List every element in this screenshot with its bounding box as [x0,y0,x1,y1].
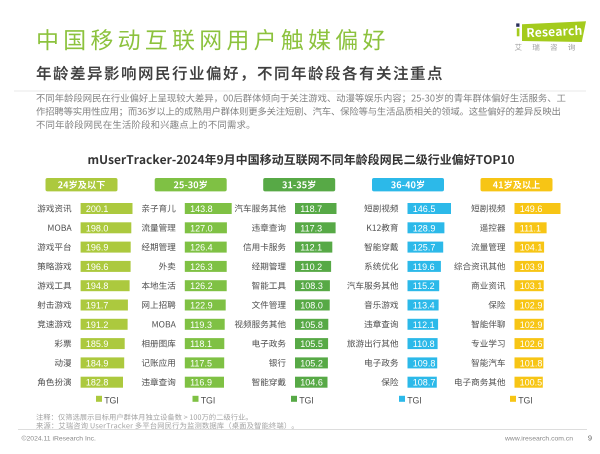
svg-text:102.6: 102.6 [520,339,543,349]
svg-text:104.1: 104.1 [520,243,543,253]
svg-text:126.4: 126.4 [190,243,213,253]
svg-text:104.6: 104.6 [300,378,323,388]
svg-text:112.1: 112.1 [300,243,322,253]
svg-text:103.1: 103.1 [520,281,543,291]
svg-text:126.3: 126.3 [190,262,213,272]
svg-text:128.9: 128.9 [413,223,436,233]
svg-text:102.9: 102.9 [520,320,543,330]
svg-text:TGI: TGI [104,395,119,405]
svg-text:9: 9 [588,434,592,443]
svg-text:143.8: 143.8 [190,204,213,214]
svg-text:110.8: 110.8 [413,339,435,349]
svg-text:100.5: 100.5 [520,378,543,388]
svg-text:TGI: TGI [407,395,422,405]
svg-text:©2024.11 iResearch Inc.: ©2024.11 iResearch Inc. [22,435,97,443]
svg-text:182.8: 182.8 [86,378,109,388]
svg-text:112.1: 112.1 [413,320,435,330]
svg-text:191.2: 191.2 [86,320,109,330]
svg-text:108.0: 108.0 [300,301,323,311]
svg-text:119.3: 119.3 [190,320,212,330]
svg-text:117.3: 117.3 [300,223,322,233]
svg-text:185.9: 185.9 [86,339,109,349]
svg-text:191.7: 191.7 [86,301,109,311]
svg-text:117.5: 117.5 [190,358,212,368]
svg-text:110.2: 110.2 [300,262,322,272]
svg-text:126.2: 126.2 [190,281,213,291]
svg-text:103.9: 103.9 [520,262,543,272]
svg-text:146.5: 146.5 [413,204,436,214]
svg-text:200.1: 200.1 [86,204,109,214]
svg-text:118.7: 118.7 [300,204,322,214]
svg-text:194.8: 194.8 [86,281,109,291]
svg-text:105.5: 105.5 [300,339,323,349]
svg-text:109.8: 109.8 [413,358,436,368]
svg-text:118.1: 118.1 [190,339,212,349]
svg-text:TGI: TGI [518,395,533,405]
svg-text:198.0: 198.0 [86,223,109,233]
svg-text:184.9: 184.9 [86,358,109,368]
svg-text:101.8: 101.8 [520,358,543,368]
svg-text:125.7: 125.7 [413,243,436,253]
svg-text:108.7: 108.7 [413,378,436,388]
svg-text:116.9: 116.9 [190,378,212,388]
svg-text:TGI: TGI [201,395,216,405]
svg-text:www.iresearch.com.cn: www.iresearch.com.cn [504,436,573,443]
svg-text:111.1: 111.1 [520,223,541,233]
svg-text:149.6: 149.6 [520,204,543,214]
svg-text:122.9: 122.9 [190,301,213,311]
svg-text:127.0: 127.0 [190,223,213,233]
svg-text:196.9: 196.9 [86,243,109,253]
svg-text:115.2: 115.2 [413,281,435,291]
svg-text:TGI: TGI [299,395,314,405]
svg-text:119.6: 119.6 [413,262,435,272]
svg-text:105.2: 105.2 [300,358,323,368]
svg-text:108.3: 108.3 [300,281,323,291]
svg-text:102.9: 102.9 [520,301,543,311]
svg-text:105.8: 105.8 [300,320,323,330]
svg-text:196.6: 196.6 [86,262,109,272]
svg-text:113.4: 113.4 [413,301,435,311]
